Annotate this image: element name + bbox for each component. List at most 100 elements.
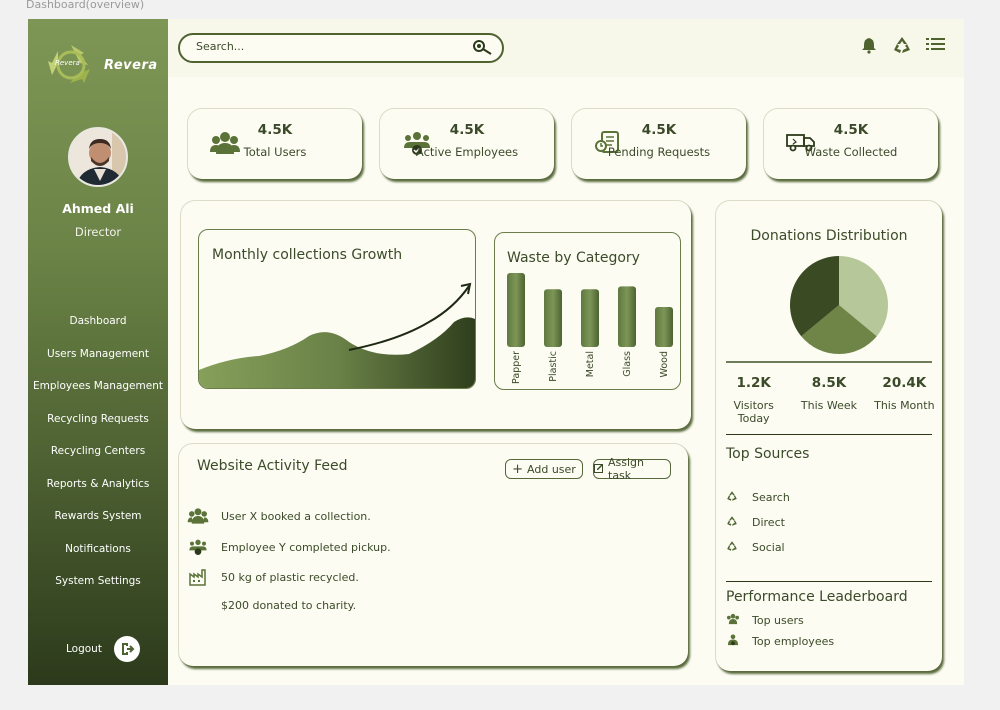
divider <box>726 581 932 582</box>
brand-name: Revera <box>104 57 158 73</box>
sidebar: Revera Revera Ahmed Ali Director Dashboa… <box>28 19 168 685</box>
visitor-stat: 20.4K This Month <box>867 375 942 425</box>
stat-value: 4.5K <box>449 122 485 138</box>
bar-papper <box>507 273 525 347</box>
truck-icon <box>786 130 816 158</box>
source-item-direct[interactable]: Direct <box>726 515 785 530</box>
growth-arrowhead <box>460 282 472 295</box>
feed-item: 50 kg of plastic recycled. <box>187 568 359 586</box>
add-user-button[interactable]: + Add user <box>505 459 583 479</box>
waste-category-chart: Waste by Category Papper Plastic Metal Glas… <box>494 232 681 390</box>
avatar[interactable] <box>68 127 128 187</box>
feed-item: User X booked a collection. <box>187 507 371 525</box>
leaderboard-label: Top users <box>752 614 804 627</box>
stat-label: Active Employees <box>415 145 519 159</box>
top-sources-title: Top Sources <box>726 446 810 462</box>
stat-value: 4.5K <box>641 122 677 138</box>
sidebar-item-system-settings[interactable]: System Settings <box>55 575 141 588</box>
sidebar-item-recycling-requests[interactable]: Recycling Requests <box>47 412 149 425</box>
users-icon <box>187 507 209 525</box>
sidebar-item-rewards-system[interactable]: Rewards System <box>54 510 142 523</box>
search-input[interactable] <box>196 40 446 53</box>
source-item-search[interactable]: Search <box>726 490 790 505</box>
sidebar-item-recycling-centers[interactable]: Recycling Centers <box>50 445 146 458</box>
feed-title: Website Activity Feed <box>197 458 348 474</box>
plus-icon: + <box>512 461 524 477</box>
assign-task-label: Assign task <box>608 456 644 482</box>
app-window: Revera Revera Ahmed Ali Director Dashboa… <box>28 19 964 685</box>
bar-label: Glass <box>622 351 633 377</box>
growth-chart-title: Monthly collections Growth <box>212 247 403 263</box>
stat-value: 4.5K <box>833 122 869 138</box>
growth-area <box>199 317 475 388</box>
divider <box>726 361 932 363</box>
bar-metal <box>581 289 599 347</box>
stat-label: Waste Collected <box>804 145 898 159</box>
divider <box>726 434 932 435</box>
feed-text: $200 donated to charity. <box>221 599 357 612</box>
sidebar-item-users-management[interactable]: Users Management <box>47 347 149 360</box>
bar-label: Plastic <box>548 351 559 382</box>
sidebar-item-dashboard[interactable]: Dashboard <box>69 315 127 328</box>
user-role: Director <box>74 225 122 239</box>
recycle-icon <box>726 515 740 530</box>
brand[interactable]: Revera Revera <box>44 41 158 89</box>
sidebar-item-notifications[interactable]: Notifications <box>65 542 131 555</box>
sidebar-nav: Dashboard Users Management Employees Man… <box>28 305 168 598</box>
top-icons <box>860 36 946 58</box>
stat-label: Pending Requests <box>607 145 711 159</box>
search-bar[interactable] <box>178 33 504 63</box>
visitor-stat-value: 8.5K <box>811 375 847 391</box>
bar-glass <box>618 286 636 347</box>
source-label: Search <box>752 491 790 504</box>
source-item-social[interactable]: Social <box>726 540 785 555</box>
feed-text: User X booked a collection. <box>221 509 371 523</box>
sidebar-item-employees-management[interactable]: Employees Management <box>33 380 163 393</box>
logout-button[interactable]: Logout <box>66 636 140 662</box>
stat-card-waste-collected[interactable]: 4.5K Waste Collected <box>764 109 938 179</box>
pie-slice <box>790 256 839 337</box>
leaderboard-title: Performance Leaderboard <box>726 589 908 605</box>
bell-icon[interactable] <box>860 36 878 58</box>
menu-icon[interactable] <box>926 36 946 58</box>
stat-value: 4.5K <box>257 122 293 138</box>
recycle-icon <box>726 490 740 505</box>
source-label: Direct <box>752 516 785 529</box>
feed-text: 50 kg of plastic recycled. <box>221 570 359 584</box>
growth-arrow <box>348 285 470 351</box>
recycle-logo-icon: Revera <box>44 41 98 89</box>
pie-slice <box>801 305 877 354</box>
employee-check-icon <box>187 538 209 556</box>
users-icon <box>726 613 740 628</box>
recycle-icon[interactable] <box>892 36 912 58</box>
source-label: Social <box>752 541 785 554</box>
employees-icon <box>402 130 432 160</box>
visitor-stats: 1.2K Visitors Today 8.5K This Week 20.4K… <box>716 375 942 425</box>
top-bar <box>168 19 964 77</box>
donations-pie <box>790 256 888 354</box>
growth-chart: Monthly collections Growth <box>198 229 476 389</box>
donations-title: Donations Distribution <box>750 228 908 244</box>
sidebar-item-reports-analytics[interactable]: Reports & Analytics <box>46 477 150 490</box>
visitor-stat-label: Visitors Today <box>733 399 774 425</box>
bar-chart-svg: Papper Plastic Metal Glass Wood <box>507 273 673 384</box>
visitor-stat-value: 20.4K <box>882 375 927 391</box>
assign-task-button[interactable]: Assign task <box>593 456 671 482</box>
feed-text: Employee Y completed pickup. <box>221 540 391 554</box>
stat-card-active-employees[interactable]: 4.5K Active Employees <box>380 109 554 179</box>
leaderboard-item-top-employees[interactable]: Top employees <box>726 634 834 649</box>
stat-card-pending-requests[interactable]: 4.5K Pending Requests <box>572 109 746 179</box>
user-name: Ahmed Ali <box>62 201 134 216</box>
bar-wood <box>655 307 673 347</box>
logout-icon <box>113 636 140 662</box>
logo-text: Revera <box>55 59 80 67</box>
visitor-stat-value: 1.2K <box>736 375 771 391</box>
leaderboard-label: Top employees <box>752 635 835 648</box>
leaderboard-item-top-users[interactable]: Top users <box>726 613 804 628</box>
waste-chart-title: Waste by Category <box>507 250 640 266</box>
charts-card: Monthly collections Growth Waste by Cate… <box>181 201 691 429</box>
visitor-stat-label: This Month <box>874 399 935 412</box>
activity-feed-card: Website Activity Feed + Add user Assign … <box>179 444 688 666</box>
search-icon[interactable] <box>472 39 494 61</box>
stat-card-total-users[interactable]: 4.5K Total Users <box>188 109 362 179</box>
